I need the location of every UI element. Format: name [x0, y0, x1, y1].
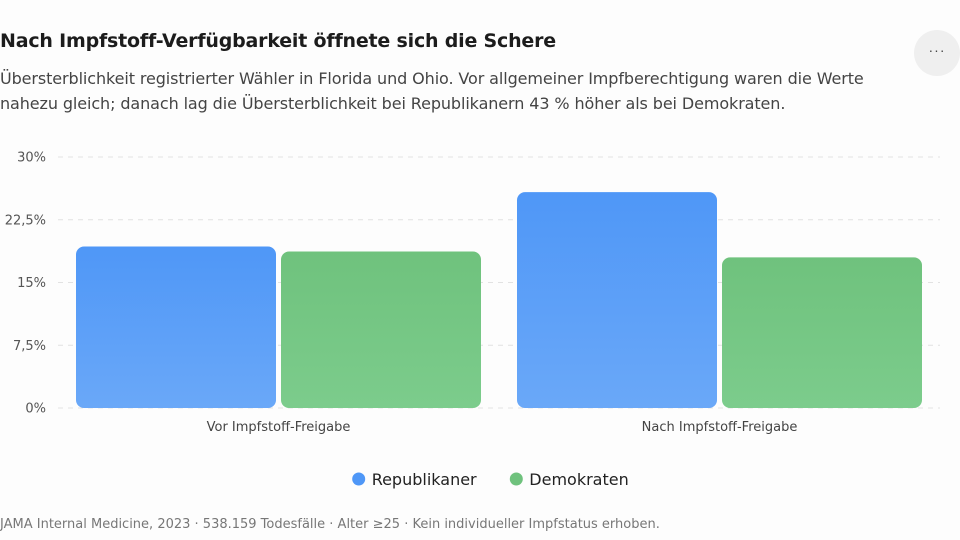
x-category-label: Nach Impfstoff-Freigabe	[642, 420, 798, 435]
legend-label-republikaner[interactable]: Republikaner	[372, 470, 477, 489]
bar-chart: 0% 7,5% 15% 22,5% 30% Vor Impfstoff-Freigabe N…	[5, 151, 940, 489]
label-layer: 0% 7,5% 15% 22,5% 30% Vor Impfstoff-Freigabe N…	[5, 151, 798, 436]
y-tick-label: 30%	[17, 151, 46, 166]
bar-layer	[76, 192, 922, 408]
chart-title: Nach Impfstoff-Verfügbarkeit öffnete sic…	[0, 30, 556, 52]
source-note: JAMA Internal Medicine, 2023 · 538.159 T…	[0, 517, 660, 532]
x-category-label: Vor Impfstoff-Freigabe	[207, 420, 351, 435]
legend-label-demokraten[interactable]: Demokraten	[529, 470, 628, 489]
legend-marker-republikaner	[352, 472, 366, 486]
legend-marker-demokraten	[509, 472, 523, 486]
bar-demokraten-0[interactable]	[281, 251, 481, 408]
bar-demokraten-1[interactable]	[722, 257, 922, 408]
y-tick-label: 7,5%	[13, 339, 46, 354]
bar-republikaner-0[interactable]	[76, 246, 276, 408]
chart-subtitle: Übersterblichkeit registrierter Wähler i…	[0, 69, 864, 113]
y-tick-label: 15%	[17, 276, 46, 291]
y-tick-label: 22,5%	[5, 213, 46, 228]
y-tick-label: 0%	[25, 402, 46, 417]
legend: Republikaner Demokraten	[352, 470, 629, 489]
bar-republikaner-1[interactable]	[517, 192, 717, 408]
more-options-button[interactable]: ···	[914, 30, 960, 76]
more-options-icon: ···	[928, 42, 946, 58]
